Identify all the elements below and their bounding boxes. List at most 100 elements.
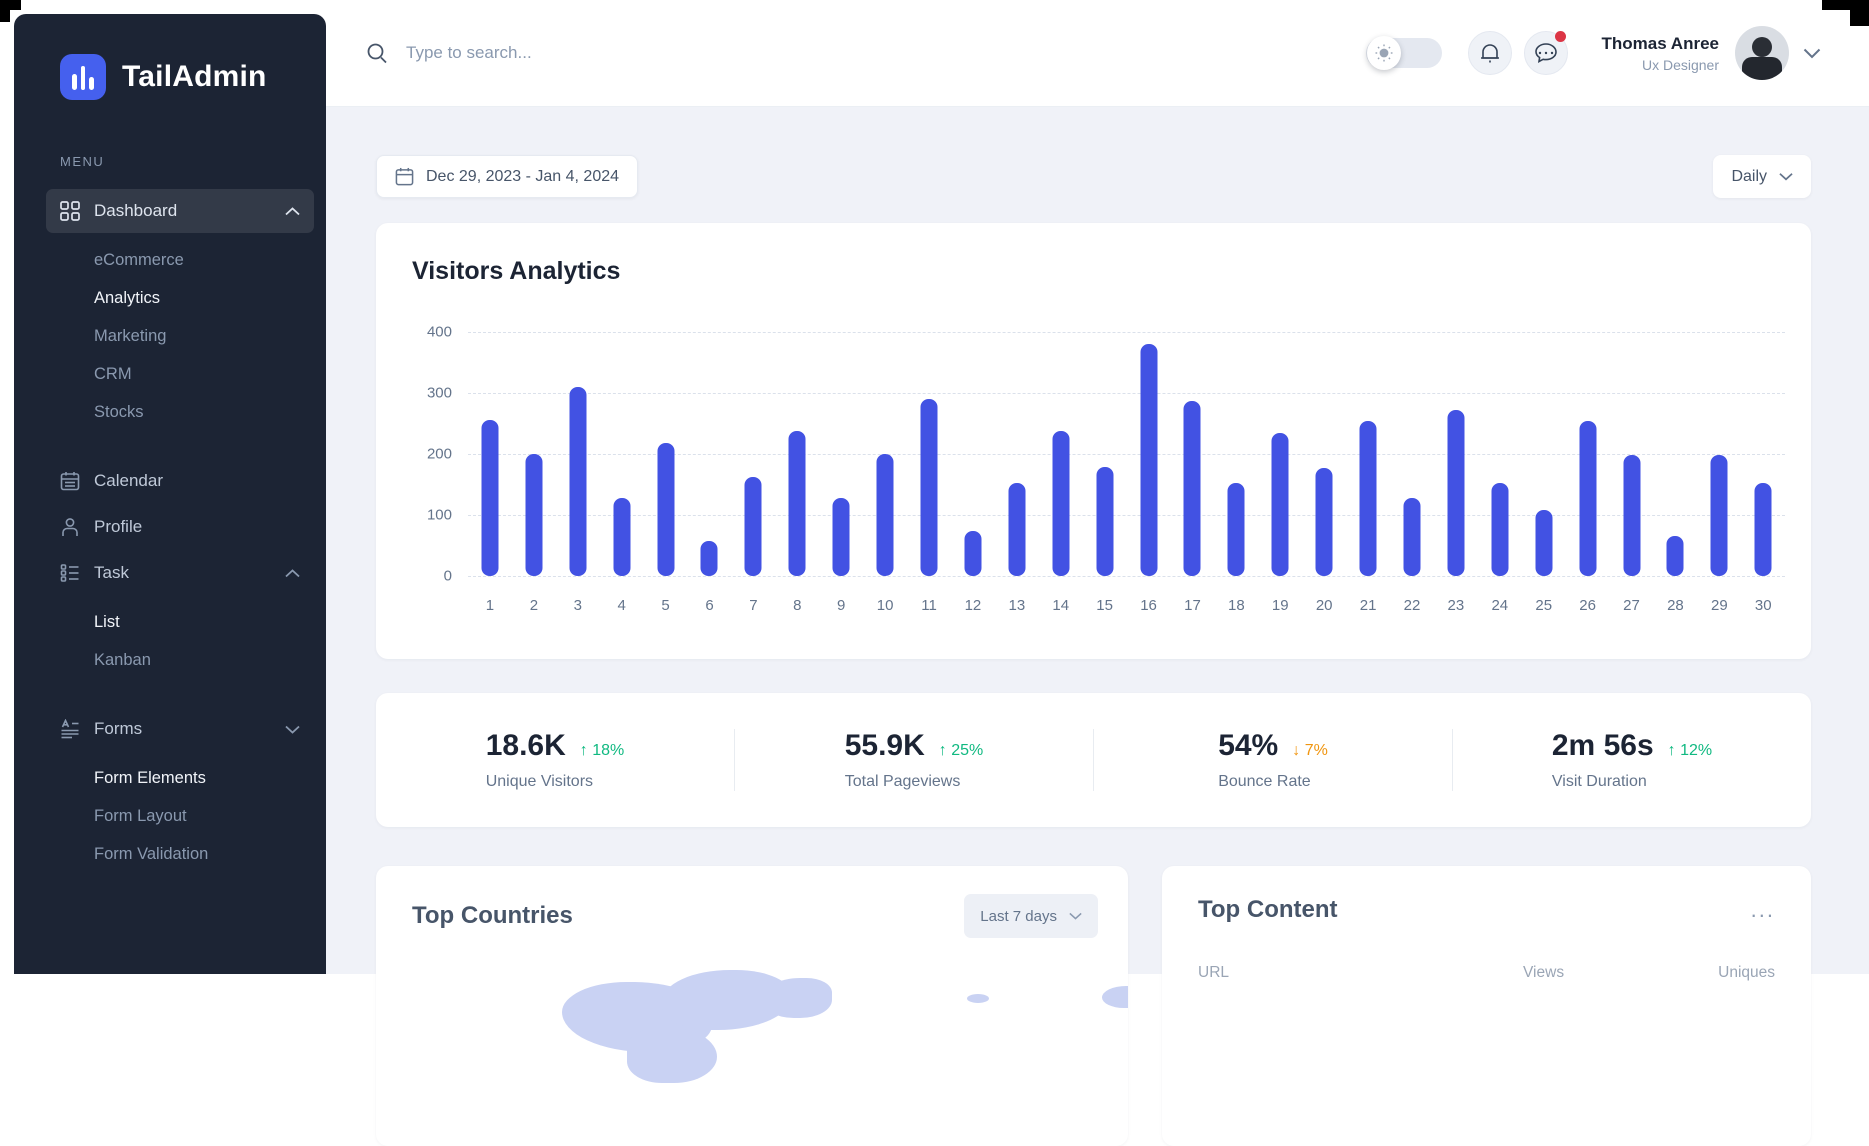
bar-column: 19 bbox=[1258, 332, 1302, 614]
x-tick-label: 1 bbox=[485, 597, 495, 614]
x-tick-label: 28 bbox=[1667, 597, 1684, 614]
bar[interactable] bbox=[1623, 454, 1641, 576]
date-range-label: Dec 29, 2023 - Jan 4, 2024 bbox=[426, 167, 620, 185]
y-tick-label: 0 bbox=[443, 567, 452, 585]
sidebar-item-calendar[interactable]: Calendar bbox=[46, 459, 314, 503]
screenshot-artifact bbox=[0, 0, 10, 22]
top-countries-period-select[interactable]: Last 7 days bbox=[964, 894, 1098, 938]
gridline bbox=[468, 515, 1785, 516]
bar[interactable] bbox=[569, 386, 587, 576]
bar[interactable] bbox=[1579, 421, 1597, 576]
y-tick-label: 400 bbox=[426, 323, 452, 341]
world-map bbox=[412, 968, 1128, 1128]
x-tick-label: 14 bbox=[1052, 597, 1070, 614]
bar-column: 12 bbox=[951, 332, 995, 614]
logo[interactable]: TailAdmin bbox=[60, 54, 300, 100]
bar[interactable] bbox=[657, 443, 675, 576]
sidebar-item-profile[interactable]: Profile bbox=[46, 505, 314, 549]
x-tick-label: 4 bbox=[617, 597, 626, 614]
bar[interactable] bbox=[1008, 482, 1026, 576]
y-tick-label: 300 bbox=[426, 384, 452, 402]
taladmin-logo-icon bbox=[60, 54, 106, 100]
date-range-picker[interactable]: Dec 29, 2023 - Jan 4, 2024 bbox=[376, 155, 639, 198]
sidebar-item-list[interactable]: List bbox=[94, 612, 120, 631]
bar[interactable] bbox=[1447, 410, 1465, 576]
bar-column: 8 bbox=[775, 332, 819, 614]
top-content-card: Top Content ... URL Views Uniques bbox=[1162, 866, 1811, 1146]
screenshot-artifact bbox=[1822, 0, 1869, 10]
sidebar-item-form-elements[interactable]: Form Elements bbox=[94, 768, 206, 787]
kebab-menu-icon[interactable]: ... bbox=[1750, 897, 1775, 922]
bar[interactable] bbox=[1491, 483, 1509, 576]
sidebar-item-ecommerce[interactable]: eCommerce bbox=[94, 250, 184, 269]
bar-column: 26 bbox=[1566, 332, 1610, 614]
bar[interactable] bbox=[525, 454, 543, 576]
sidebar-item-kanban[interactable]: Kanban bbox=[94, 650, 151, 669]
logo-text: TailAdmin bbox=[122, 60, 267, 93]
x-tick-label: 20 bbox=[1315, 597, 1333, 614]
sidebar-item-task[interactable]: Task bbox=[46, 551, 314, 595]
bar[interactable] bbox=[1666, 535, 1684, 576]
bar[interactable] bbox=[613, 497, 631, 576]
bar[interactable] bbox=[876, 454, 894, 576]
stat-visit-duration: 2m 56s ↑ 12% Visit Duration bbox=[1452, 729, 1811, 791]
bar[interactable] bbox=[1754, 483, 1772, 576]
bar[interactable] bbox=[1271, 432, 1289, 576]
bar-column: 7 bbox=[731, 332, 775, 614]
sidebar-item-stocks[interactable]: Stocks bbox=[94, 402, 144, 421]
x-tick-label: 25 bbox=[1535, 597, 1553, 614]
bar[interactable] bbox=[481, 420, 499, 576]
bar[interactable] bbox=[1359, 421, 1377, 576]
top-content-title: Top Content bbox=[1198, 896, 1338, 923]
bar-column: 24 bbox=[1478, 332, 1522, 614]
chevron-down-icon[interactable] bbox=[1803, 48, 1821, 59]
bar[interactable] bbox=[788, 431, 806, 576]
bar-column: 14 bbox=[1039, 332, 1083, 614]
sidebar-item-dashboard[interactable]: Dashboard bbox=[46, 189, 314, 233]
x-tick-label: 15 bbox=[1096, 597, 1113, 614]
unread-badge bbox=[1554, 31, 1566, 42]
messages-button[interactable] bbox=[1523, 31, 1568, 75]
x-tick-label: 11 bbox=[921, 597, 937, 614]
sidebar-item-analytics[interactable]: Analytics bbox=[94, 288, 161, 307]
sidebar-item-marketing[interactable]: Marketing bbox=[94, 326, 167, 345]
bar[interactable] bbox=[1140, 344, 1158, 576]
user-icon bbox=[62, 518, 78, 536]
search-input[interactable] bbox=[406, 43, 826, 63]
avatar[interactable] bbox=[1735, 26, 1789, 80]
period-select[interactable]: Daily bbox=[1713, 155, 1811, 198]
bar-column: 3 bbox=[556, 332, 600, 614]
bar[interactable] bbox=[964, 530, 982, 576]
theme-toggle[interactable] bbox=[1365, 36, 1442, 70]
x-tick-label: 2 bbox=[529, 597, 539, 614]
notifications-button[interactable] bbox=[1467, 31, 1512, 75]
bar[interactable] bbox=[1183, 400, 1201, 576]
bar[interactable] bbox=[1227, 483, 1245, 576]
sidebar-item-label: Profile bbox=[94, 517, 143, 536]
x-tick-label: 29 bbox=[1710, 597, 1728, 614]
sidebar-item-form-validation[interactable]: Form Validation bbox=[94, 844, 209, 863]
y-tick-label: 200 bbox=[426, 445, 452, 463]
user-menu[interactable]: Thomas Anree Ux Designer bbox=[1602, 34, 1719, 73]
bar[interactable] bbox=[1710, 454, 1728, 576]
top-content-table-header: URL Views Uniques bbox=[1198, 964, 1775, 982]
sidebar-item-forms[interactable]: Forms bbox=[46, 707, 314, 751]
sidebar-item-label: Forms bbox=[94, 719, 143, 738]
sidebar-item-crm[interactable]: CRM bbox=[94, 364, 132, 383]
bar[interactable] bbox=[1403, 497, 1421, 576]
bar[interactable] bbox=[832, 497, 850, 576]
bar[interactable] bbox=[1052, 431, 1070, 576]
bar[interactable] bbox=[1535, 509, 1553, 576]
x-tick-label: 10 bbox=[876, 597, 894, 614]
bar-chart: 0 100 200 300 400 1 2 3 4 5 6 7 8 9 10 11 12 13 14 15 16 17 1… bbox=[412, 324, 1785, 614]
sidebar-item-form-layout[interactable]: Form Layout bbox=[94, 806, 187, 825]
bar[interactable] bbox=[920, 399, 938, 576]
stat-delta: ↓ 7% bbox=[1292, 742, 1328, 759]
bar[interactable] bbox=[1315, 468, 1333, 576]
bar[interactable] bbox=[700, 541, 718, 576]
x-tick-label: 9 bbox=[837, 597, 846, 614]
bar[interactable] bbox=[744, 476, 762, 576]
bar-column: 15 bbox=[1083, 332, 1127, 614]
bar[interactable] bbox=[1096, 467, 1114, 576]
search-icon[interactable] bbox=[366, 42, 388, 64]
